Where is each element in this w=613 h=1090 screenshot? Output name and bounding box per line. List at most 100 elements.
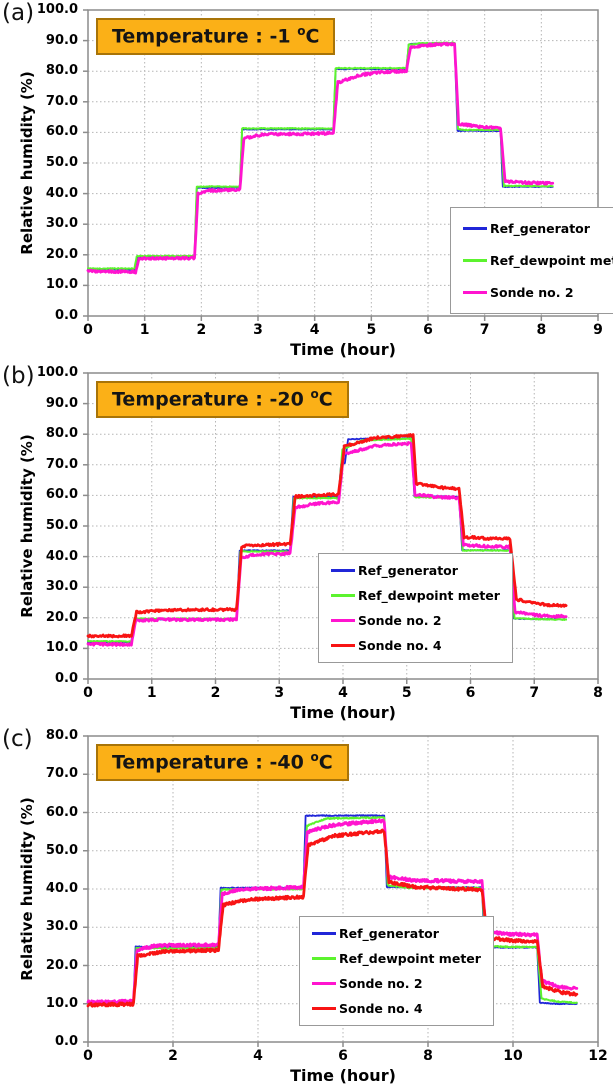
legend-entry: Ref_generator — [331, 563, 500, 578]
x-tick-label: 0 — [83, 685, 93, 701]
x-axis-label: Time (hour) — [290, 703, 396, 722]
legend-line-swatch — [331, 594, 355, 597]
y-tick-label: 30.0 — [45, 216, 78, 232]
y-tick-label: 40.0 — [45, 881, 78, 896]
y-tick-label: 100.0 — [36, 2, 78, 17]
plot-area-b: Temperature : -20 oC Ref_generator Ref_de… — [83, 372, 599, 684]
degree-symbol: o — [297, 24, 306, 38]
y-tick-label: 40.0 — [45, 548, 78, 564]
series-line-ref-dewpoint-meter — [87, 41, 554, 270]
y-tick-label: 20.0 — [45, 957, 78, 973]
series-line-sonde-no-4 — [86, 828, 579, 1008]
y-tick-label: 30.0 — [45, 579, 78, 595]
legend-entry: Sonde no. 4 — [331, 638, 500, 653]
legend-line-swatch — [331, 569, 355, 572]
title-text: Temperature : -20 — [112, 388, 311, 411]
x-tick-label: 3 — [253, 322, 263, 338]
x-tick-label: 7 — [529, 685, 540, 701]
y-tick-label: 20.0 — [45, 246, 78, 262]
title-text: Temperature : -40 — [112, 751, 311, 774]
legend-label: Sonde no. 2 — [358, 613, 442, 628]
legend-line-swatch — [312, 957, 336, 960]
legend-line-swatch — [463, 259, 487, 262]
x-tick-label: 2 — [168, 1048, 178, 1064]
legend-label: Sonde no. 2 — [339, 976, 423, 991]
temperature-title-box: Temperature : -40 oC — [96, 744, 349, 782]
legend-entry: Sonde no. 2 — [331, 613, 500, 628]
y-tick-label: 20.0 — [45, 609, 78, 625]
legend-label: Ref_dewpoint meter — [358, 588, 500, 603]
series-line-ref-generator — [87, 814, 578, 1006]
x-tick-label: 8 — [536, 322, 547, 338]
plot-border — [87, 372, 599, 680]
x-tick-label: 4 — [309, 322, 320, 338]
temperature-title-box: Temperature : -20 oC — [96, 381, 349, 419]
x-tick-label: 8 — [593, 685, 603, 701]
panel-label-a: (a) — [2, 0, 35, 26]
legend-line-swatch — [331, 644, 355, 647]
panel-label-c: (c) — [2, 726, 33, 752]
x-axis-label: Time (hour) — [290, 340, 396, 359]
x-tick-label: 1 — [139, 322, 150, 338]
title-unit: C — [318, 388, 333, 411]
x-tick-label: 1 — [146, 685, 157, 701]
x-tick-label: 3 — [274, 685, 285, 701]
y-tick-label: 70.0 — [45, 766, 78, 782]
chart-panel-b: (b) Relative humidity (%) Temperature : … — [0, 363, 613, 726]
y-tick-label: 50.0 — [45, 842, 78, 858]
legend-line-swatch — [312, 982, 336, 985]
y-tick-label: 50.0 — [45, 518, 78, 533]
x-tick-label: 7 — [479, 322, 490, 338]
plot-area-c: Temperature : -40 oC Ref_generator Ref_de… — [83, 735, 599, 1047]
series-line-ref-dewpoint-meter — [87, 816, 578, 1006]
series-line-sonde-no-2 — [86, 818, 579, 1005]
plot-border — [87, 735, 599, 1043]
chart-canvas — [83, 372, 599, 684]
y-tick-label: 70.0 — [45, 456, 78, 472]
legend-entry: Sonde no. 2 — [312, 976, 481, 991]
y-tick-label: 50.0 — [45, 155, 78, 170]
x-tick-label: 6 — [465, 685, 476, 701]
legend-line-swatch — [312, 1007, 336, 1010]
x-tick-label: 9 — [593, 322, 603, 338]
legend-entry: Ref_generator — [312, 926, 481, 941]
legend-label: Sonde no. 4 — [339, 1001, 423, 1016]
x-tick-label: 2 — [196, 322, 207, 338]
legend-label: Sonde no. 4 — [358, 638, 442, 653]
legend-entry: Ref_dewpoint meter — [312, 951, 481, 966]
legend-box: Ref_generator Ref_dewpoint meter Sonde no.… — [450, 207, 613, 314]
degree-symbol: o — [310, 750, 319, 764]
chart-canvas — [83, 735, 599, 1047]
y-tick-label: 10.0 — [45, 277, 78, 293]
x-tick-label: 0 — [83, 322, 93, 338]
x-tick-label: 8 — [423, 1048, 433, 1064]
y-tick-label: 0.0 — [54, 671, 78, 686]
y-tick-label: 10.0 — [45, 640, 78, 656]
y-tick-label: 80.0 — [45, 63, 78, 79]
legend-line-swatch — [331, 619, 355, 622]
x-tick-label: 2 — [210, 685, 221, 701]
legend-line-swatch — [312, 932, 336, 935]
legend-label: Ref_generator — [339, 926, 439, 941]
y-tick-label: 80.0 — [45, 728, 78, 743]
y-tick-label: 80.0 — [45, 426, 78, 442]
x-tick-label: 6 — [423, 322, 433, 338]
legend-entry: Sonde no. 4 — [312, 1001, 481, 1016]
x-axis-label: Time (hour) — [290, 1066, 396, 1085]
title-unit: C — [305, 25, 320, 48]
degree-symbol: o — [310, 387, 319, 401]
legend-entry: Ref_dewpoint meter — [331, 588, 500, 603]
legend-line-swatch — [463, 227, 487, 230]
y-tick-label: 90.0 — [45, 395, 78, 411]
legend-entry: Ref_dewpoint meter — [463, 253, 613, 268]
y-tick-label: 60.0 — [45, 804, 78, 820]
series-line-sonde-no-2 — [86, 441, 568, 647]
x-tick-label: 5 — [401, 685, 412, 701]
legend-box: Ref_generator Ref_dewpoint meter Sonde no.… — [299, 916, 494, 1026]
series-line-sonde-no-2 — [86, 41, 555, 275]
x-tick-label: 4 — [253, 1048, 263, 1064]
y-tick-label: 0.0 — [54, 1034, 78, 1049]
y-tick-label: 90.0 — [45, 32, 78, 48]
title-unit: C — [318, 751, 333, 774]
y-tick-label: 60.0 — [45, 487, 78, 503]
